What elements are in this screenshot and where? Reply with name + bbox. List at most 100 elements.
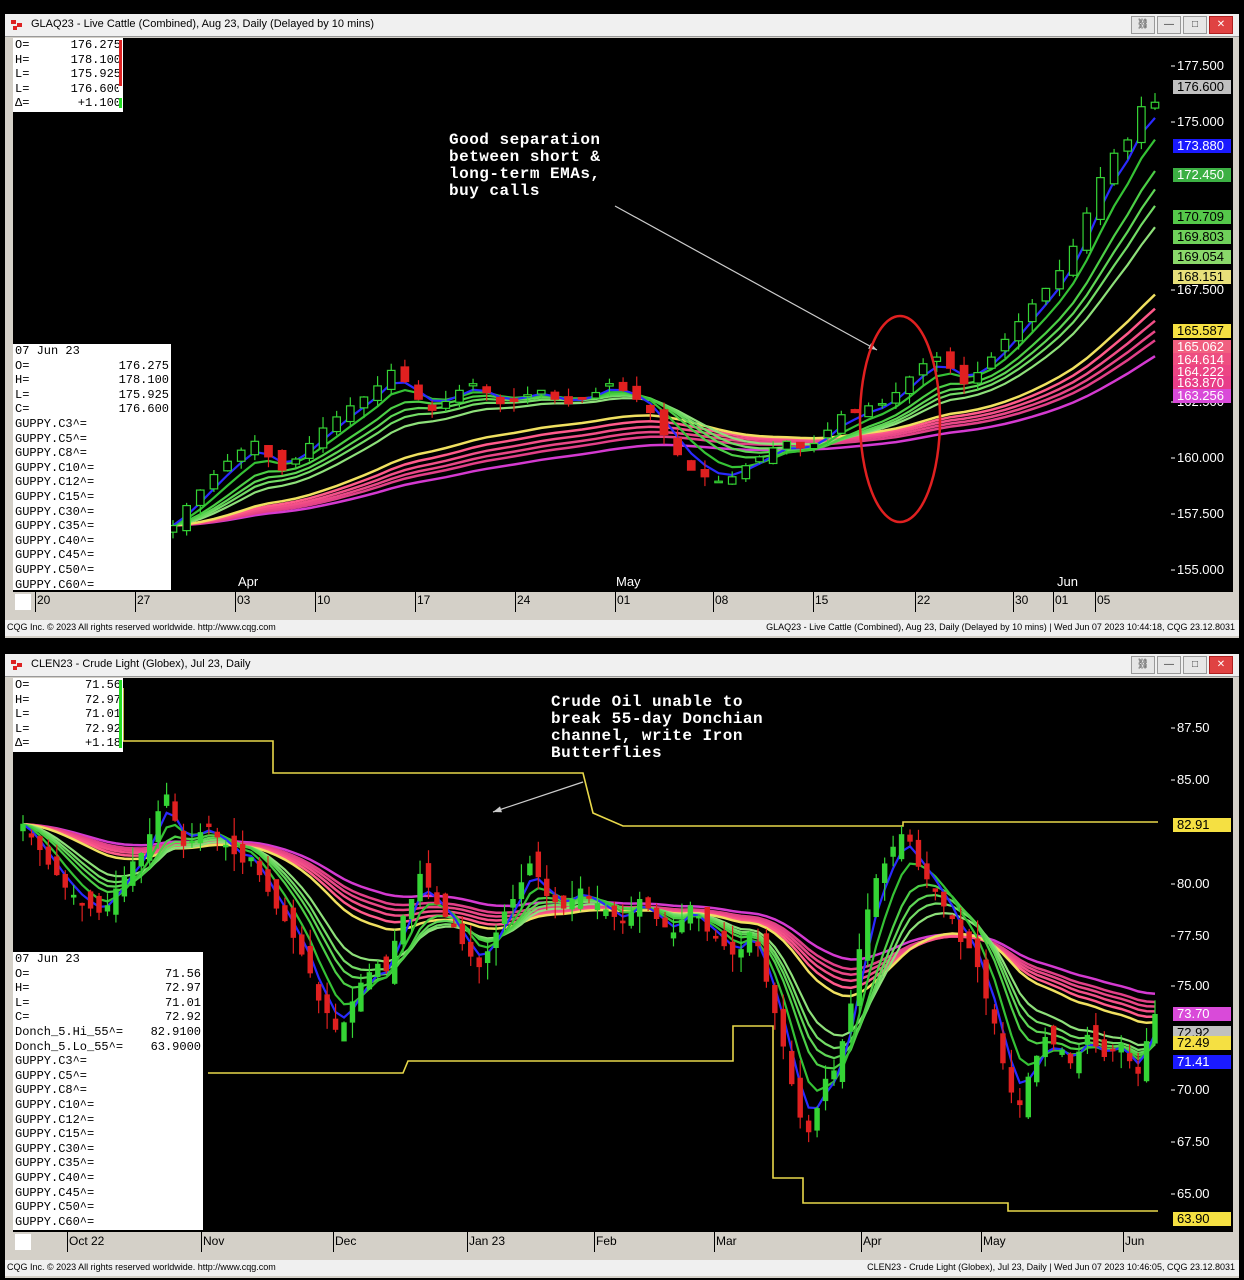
- x-grid-mark: [1123, 1232, 1124, 1252]
- data-value: 71.56: [84, 678, 121, 692]
- candle-body: [291, 458, 301, 465]
- candle-body: [373, 385, 382, 402]
- data-key: H=: [15, 981, 30, 996]
- candle-body: [459, 923, 465, 945]
- study-label: GUPPY.C50^=: [15, 562, 95, 577]
- data-row: Donch_5.Lo_55^= 63.9000: [13, 1040, 203, 1055]
- candle-body: [918, 363, 928, 376]
- data-key: Δ=: [15, 96, 30, 111]
- candle-body: [358, 982, 364, 1012]
- candle-body: [881, 863, 888, 884]
- x-day-label: 24: [517, 593, 531, 607]
- data-key: L=: [15, 721, 30, 736]
- candle-body: [366, 972, 373, 990]
- link-icon[interactable]: ⛓: [1131, 656, 1155, 674]
- price-plot[interactable]: [13, 678, 1171, 1232]
- candle-body: [417, 873, 423, 902]
- minimize-button[interactable]: —: [1157, 656, 1181, 674]
- candle-body: [223, 844, 229, 848]
- price-plot[interactable]: Apr May Jun: [13, 38, 1171, 592]
- y-axis[interactable]: 177.500175.000167.500162.500160.000157.5…: [1171, 38, 1233, 592]
- x-grid-mark: [1013, 592, 1014, 612]
- candle-body: [37, 836, 43, 851]
- y-value-label: 176.600: [1177, 79, 1224, 94]
- candle-body: [946, 351, 955, 369]
- y-axis[interactable]: 87.50 85.00 80.00 77.50 75.00 70.00 67.50 65.00…: [1171, 678, 1233, 1232]
- candle-body: [564, 396, 573, 405]
- data-row: L= 175.925: [13, 67, 123, 82]
- window-titlebar: GLAQ23 - Live Cattle (Combined), Aug 23,…: [5, 14, 1239, 37]
- maximize-button[interactable]: □: [1183, 16, 1207, 34]
- candle-body: [451, 923, 457, 928]
- y-value-label-bg: [1173, 80, 1231, 94]
- close-button[interactable]: ✕: [1209, 16, 1233, 34]
- x-grid-mark: [467, 1232, 468, 1252]
- close-button[interactable]: ✕: [1209, 656, 1233, 674]
- minimize-button[interactable]: —: [1157, 16, 1181, 34]
- y-value-label: 173.880: [1177, 138, 1224, 153]
- x-axis[interactable]: Oct 22 Nov Dec Jan 23 Feb Mar Apr May Jun: [13, 1232, 1171, 1252]
- y-axis-ticks: 177.500175.000167.500162.500160.000157.5…: [1171, 58, 1231, 577]
- x-day-label: 03: [237, 593, 251, 607]
- x-grid-mark: [861, 1232, 862, 1252]
- candle-body: [1082, 212, 1092, 251]
- candle-body: [147, 834, 153, 861]
- x-grid-mark: [415, 592, 416, 612]
- data-key: C=: [15, 402, 30, 417]
- candle-body: [915, 839, 922, 867]
- donchian-high-line: [122, 688, 1158, 827]
- candle-body: [375, 963, 381, 977]
- x-grid-mark: [333, 1232, 334, 1252]
- data-value: 178.100: [118, 373, 169, 388]
- candle-body: [70, 894, 77, 898]
- data-key: L=: [15, 995, 30, 1010]
- x-day-label: 27: [137, 593, 151, 607]
- x-axis[interactable]: 20 27 03 10 17 24 01 08 15 22 30 01 05: [13, 592, 1171, 612]
- y-value-label-bg: [1173, 376, 1231, 390]
- data-value: 178.100: [70, 52, 121, 67]
- y-value-label: 164.222: [1177, 364, 1224, 379]
- candle-body: [206, 823, 212, 828]
- y-tick-label: 175.000: [1177, 114, 1224, 129]
- data-row: Δ= +1.18: [13, 736, 123, 751]
- arrow-head: [493, 806, 502, 813]
- y-value-label: 165.062: [1177, 339, 1224, 354]
- data-key: L=: [15, 707, 30, 722]
- study-label: GUPPY.C8^=: [15, 1083, 88, 1098]
- candle-body: [345, 405, 355, 423]
- candle-body: [679, 919, 685, 933]
- study-label: GUPPY.C8^=: [15, 446, 88, 461]
- data-value: 176.600: [70, 81, 121, 96]
- study-label: GUPPY.C30^=: [15, 504, 95, 519]
- window-title: CLEN23 - Crude Light (Globex), Jul 23, D…: [31, 658, 251, 670]
- candle-body: [1101, 1039, 1108, 1057]
- data-key: L=: [15, 81, 30, 96]
- maximize-button[interactable]: □: [1183, 656, 1207, 674]
- data-window: 07 Jun 23 O= 176.275 H= 178.100 L= 175.925 C= 1…: [13, 344, 171, 592]
- candle-body: [484, 951, 491, 964]
- candle-body: [1059, 1049, 1065, 1055]
- candle-body: [957, 919, 964, 943]
- candle-body: [1110, 1048, 1116, 1052]
- candle-body: [823, 429, 833, 439]
- candle-body: [755, 941, 761, 947]
- candle-body: [544, 878, 550, 897]
- candle-body: [1137, 106, 1146, 144]
- link-icon[interactable]: ⛓: [1131, 16, 1155, 34]
- candle-body: [495, 396, 505, 405]
- candle-body: [628, 911, 634, 926]
- candle-body: [659, 409, 669, 436]
- x-month-label: Mar: [716, 1234, 737, 1248]
- candle-body: [1000, 1033, 1006, 1064]
- candle-body: [768, 447, 778, 465]
- candle-body: [632, 385, 642, 400]
- x-grid-mark: [135, 592, 136, 612]
- candle-body: [299, 934, 305, 955]
- candle-body: [256, 860, 263, 876]
- footer-info: GLAQ23 - Live Cattle (Combined), Aug 23,…: [766, 622, 1235, 632]
- data-row: Donch_5.Hi_55^= 82.9100: [13, 1025, 203, 1040]
- candle-body: [1050, 1025, 1057, 1045]
- x-month-label: Oct 22: [69, 1234, 105, 1248]
- candle-body: [714, 480, 723, 484]
- candle-body: [391, 940, 398, 984]
